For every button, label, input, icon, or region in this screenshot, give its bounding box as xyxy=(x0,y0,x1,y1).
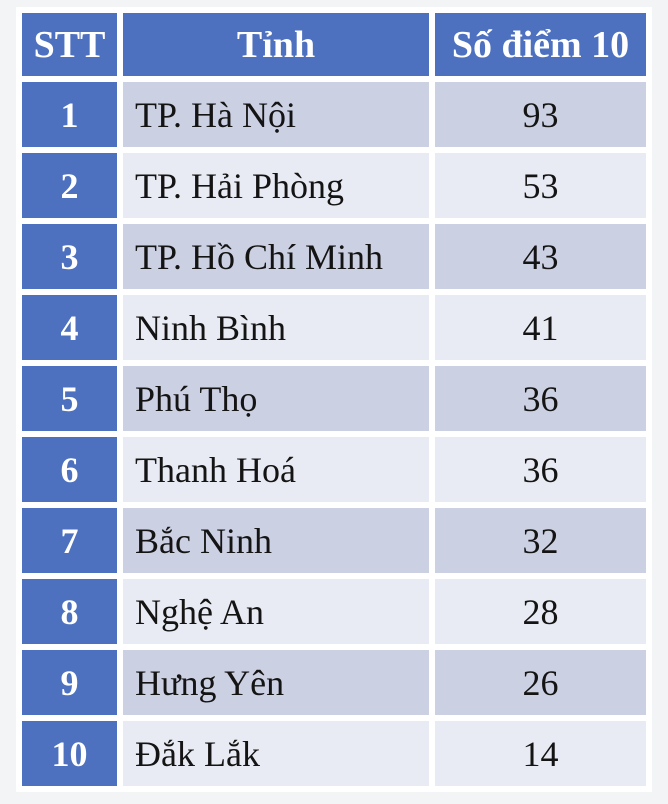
table-body: 1 TP. Hà Nội 93 2 TP. Hải Phòng 53 3 TP. Hồ Chí… xyxy=(22,82,646,786)
score-cell: 32 xyxy=(435,508,646,573)
stt-cell: 7 xyxy=(22,508,117,573)
table-row: 2 TP. Hải Phòng 53 xyxy=(22,153,646,218)
table-row: 3 TP. Hồ Chí Minh 43 xyxy=(22,224,646,289)
table-row: 1 TP. Hà Nội 93 xyxy=(22,82,646,147)
province-cell: Đắk Lắk xyxy=(123,721,429,786)
header-stt: STT xyxy=(22,13,117,76)
table-row: 5 Phú Thọ 36 xyxy=(22,366,646,431)
stt-cell: 9 xyxy=(22,650,117,715)
province-cell: TP. Hà Nội xyxy=(123,82,429,147)
stt-cell: 2 xyxy=(22,153,117,218)
header-score: Số điểm 10 xyxy=(435,13,646,76)
table-row: 7 Bắc Ninh 32 xyxy=(22,508,646,573)
province-cell: Ninh Bình xyxy=(123,295,429,360)
score-cell: 41 xyxy=(435,295,646,360)
score-cell: 28 xyxy=(435,579,646,644)
score-cell: 53 xyxy=(435,153,646,218)
province-cell: Hưng Yên xyxy=(123,650,429,715)
score-cell: 14 xyxy=(435,721,646,786)
stt-cell: 1 xyxy=(22,82,117,147)
stt-cell: 5 xyxy=(22,366,117,431)
province-scores-table: STT Tỉnh Số điểm 10 1 TP. Hà Nội 93 2 TP. Hả… xyxy=(16,7,652,792)
table-row: 10 Đắk Lắk 14 xyxy=(22,721,646,786)
province-cell: Nghệ An xyxy=(123,579,429,644)
province-cell: TP. Hải Phòng xyxy=(123,153,429,218)
score-cell: 43 xyxy=(435,224,646,289)
table-row: 8 Nghệ An 28 xyxy=(22,579,646,644)
stt-cell: 3 xyxy=(22,224,117,289)
province-cell: Thanh Hoá xyxy=(123,437,429,502)
province-cell: Phú Thọ xyxy=(123,366,429,431)
stt-cell: 8 xyxy=(22,579,117,644)
province-cell: TP. Hồ Chí Minh xyxy=(123,224,429,289)
stt-cell: 4 xyxy=(22,295,117,360)
table-row: 6 Thanh Hoá 36 xyxy=(22,437,646,502)
score-cell: 36 xyxy=(435,437,646,502)
score-cell: 26 xyxy=(435,650,646,715)
header-row: STT Tỉnh Số điểm 10 xyxy=(22,13,646,76)
province-cell: Bắc Ninh xyxy=(123,508,429,573)
stt-cell: 10 xyxy=(22,721,117,786)
header-province: Tỉnh xyxy=(123,13,429,76)
score-cell: 36 xyxy=(435,366,646,431)
stt-cell: 6 xyxy=(22,437,117,502)
score-cell: 93 xyxy=(435,82,646,147)
table-row: 9 Hưng Yên 26 xyxy=(22,650,646,715)
table-row: 4 Ninh Bình 41 xyxy=(22,295,646,360)
